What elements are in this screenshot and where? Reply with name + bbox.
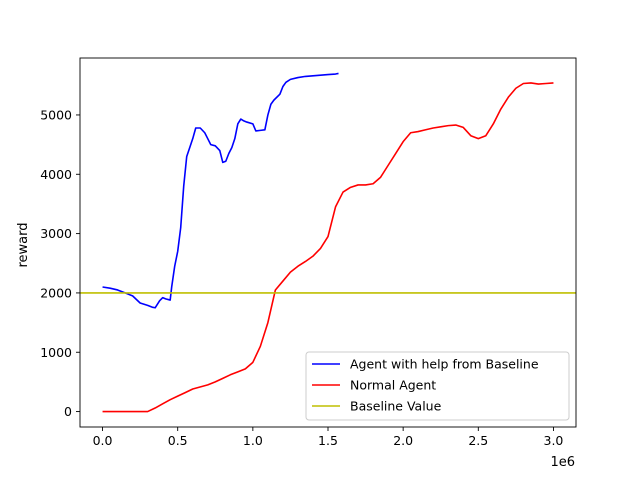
legend-entry-label: Agent with help from Baseline (350, 357, 539, 372)
axes: 0.0 0.5 1.0 1.5 2.0 2.5 3.0 0 1000 2000 3000 4000 50… (40, 57, 577, 448)
y-tick-label: 0 (64, 404, 72, 419)
x-tick-label: 2.5 (468, 433, 488, 448)
x-tick-label: 2.0 (393, 433, 413, 448)
legend-entry-label: Baseline Value (350, 399, 442, 414)
x-tick-label: 0.5 (168, 433, 188, 448)
y-tick-label: 4000 (40, 167, 72, 182)
y-axis-label: reward (16, 222, 31, 267)
y-tick-label: 2000 (40, 285, 72, 300)
y-tick-label: 1000 (40, 345, 72, 360)
x-tick-label: 3.0 (544, 433, 564, 448)
series-lines (80, 72, 576, 413)
x-tick-label: 1.0 (243, 433, 263, 448)
series-line-normal-agent (102, 82, 554, 413)
y-tick-label: 3000 (40, 226, 72, 241)
x-axis-offset-label: 1e6 (550, 455, 575, 470)
y-tick-label: 5000 (40, 107, 72, 122)
x-tick-label: 0.0 (93, 433, 113, 448)
legend-entry-label: Normal Agent (350, 378, 436, 393)
plot-area (80, 72, 576, 413)
x-tick-label: 1.5 (318, 433, 338, 448)
legend: Agent with help from Baseline Normal Agen… (305, 351, 570, 421)
legend-box (305, 351, 570, 421)
series-line-agent-with-help-from-baseline (102, 72, 339, 309)
